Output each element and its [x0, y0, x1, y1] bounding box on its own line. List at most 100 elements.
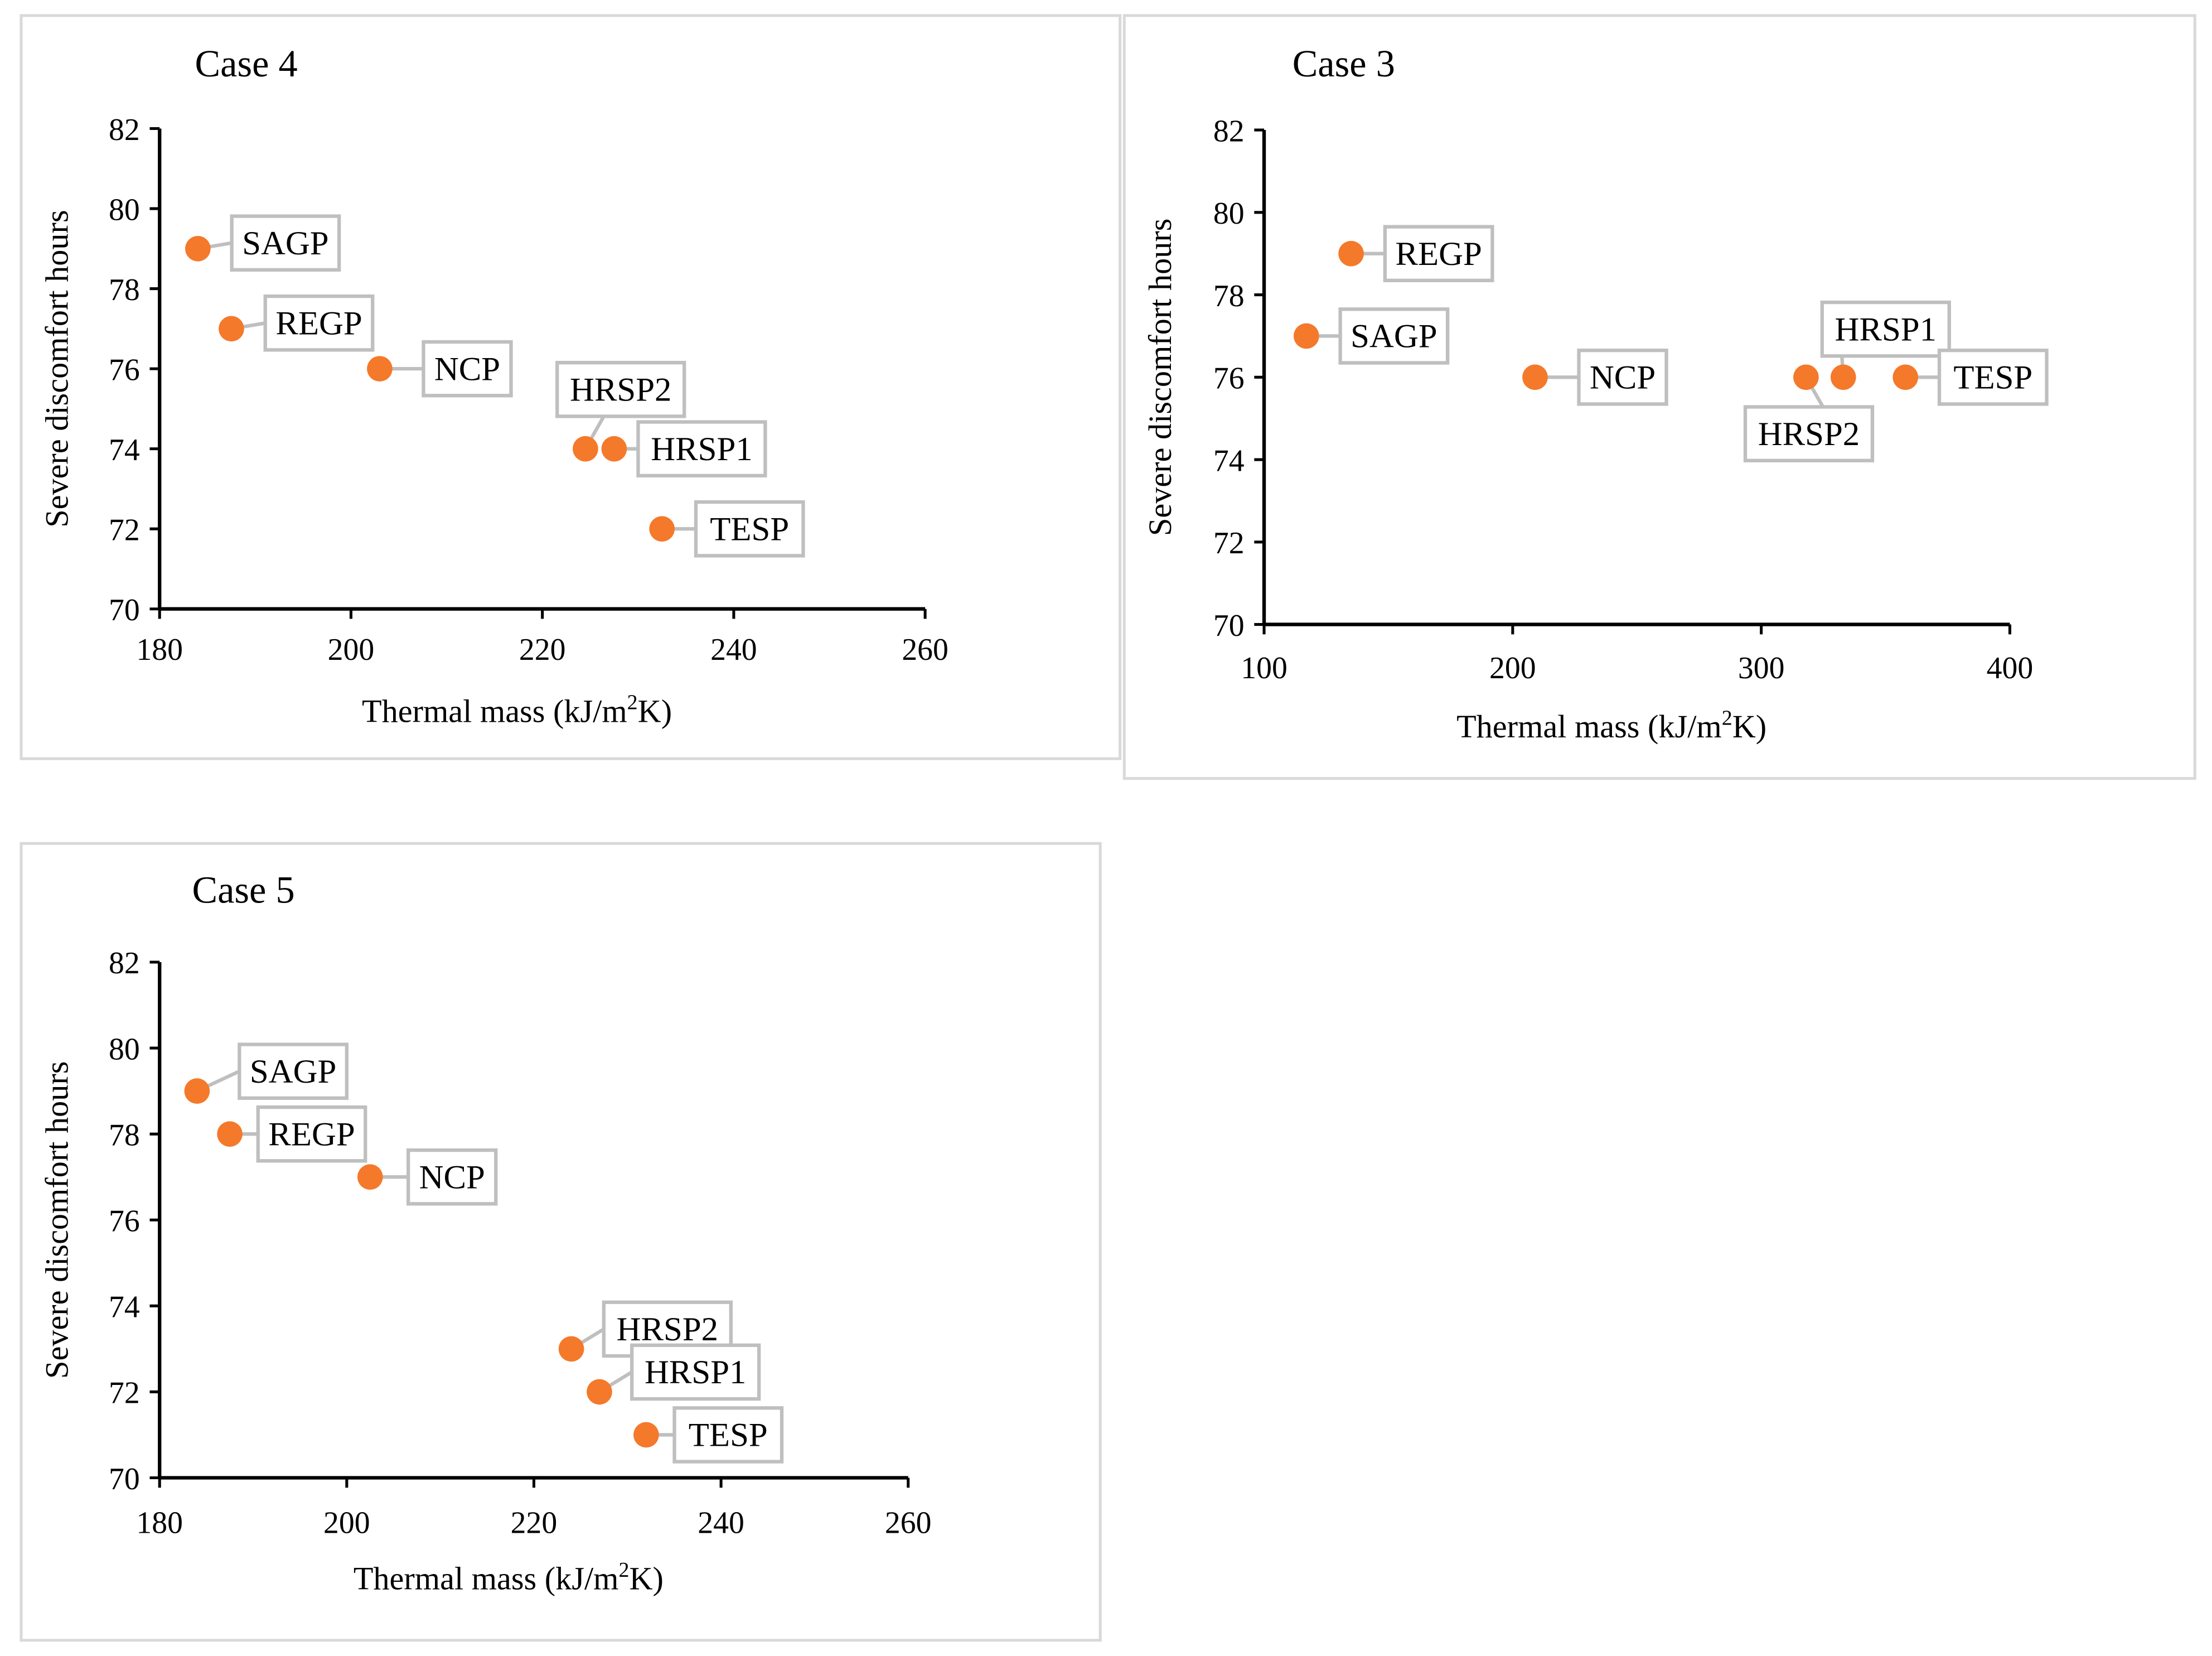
callout-box [636, 420, 767, 477]
y-tick-label: 76 [1213, 361, 1245, 396]
data-label: REGP [268, 1116, 355, 1153]
x-tick-label: 200 [1489, 651, 1536, 685]
chart-svg: Case 3 70 72 74 76 78 80 82 100 200 300 400 Thermal … [1142, 42, 2049, 745]
data-label: HRSP2 [1758, 416, 1860, 453]
scatter-point [558, 1336, 584, 1362]
chart-svg: Case 4 70 72 74 76 78 80 82 180 200 220 240 260 Therm… [39, 42, 948, 730]
callout-box [263, 294, 375, 352]
y-tick-label: 70 [1213, 609, 1245, 643]
scatter-point [219, 316, 244, 342]
x-axis-title-main: Thermal mass (kJ/m [354, 1561, 619, 1597]
x-axis-title-superscript: 2 [1722, 706, 1732, 730]
chart-svg: Case 5 70 72 74 76 78 80 82 180 200 220 240 260 Therm… [39, 869, 932, 1597]
y-tick-label: 74 [1213, 443, 1245, 478]
data-label: SAGP [1351, 318, 1437, 355]
scatter-point [1830, 364, 1856, 390]
y-tick-label: 72 [1213, 526, 1245, 561]
y-tick-label: 74 [109, 1290, 140, 1325]
data-label: NCP [419, 1158, 485, 1196]
chart-panel-case-3: Case 3 70 72 74 76 78 80 82 100 200 300 400 Thermal … [1122, 14, 2196, 780]
scatter-point [357, 1164, 383, 1190]
scatter-point [367, 356, 393, 382]
x-axis-title-main: Thermal mass (kJ/m [362, 693, 627, 729]
callout-box [230, 214, 341, 272]
callout-box [1937, 349, 2049, 406]
callout-box [694, 500, 805, 558]
x-tick-label: 240 [710, 633, 757, 667]
chart-title: Case 4 [195, 42, 298, 85]
scatter-point [1793, 364, 1819, 390]
data-label: REGP [1395, 235, 1482, 273]
y-tick-label: 80 [1213, 196, 1245, 231]
chart-panel-case-5: Case 5 70 72 74 76 78 80 82 180 200 220 240 260 Therm… [20, 842, 1102, 1642]
y-tick-label: 78 [109, 1118, 140, 1152]
data-label: HRSP2 [570, 371, 671, 409]
callout-box [238, 1042, 349, 1100]
scatter-point [184, 1078, 210, 1104]
callout-box [1743, 405, 1875, 462]
y-axis-title: Severe discomfort hours [39, 1061, 75, 1379]
x-tick-label: 200 [328, 633, 375, 667]
data-label: NCP [1590, 359, 1656, 397]
x-tick-label: 100 [1241, 651, 1287, 685]
data-label: SAGP [242, 225, 328, 262]
y-tick-label: 78 [109, 273, 140, 307]
x-axis-title-tail: K) [629, 1561, 663, 1597]
y-tick-label: 80 [109, 192, 140, 227]
callout-box [555, 360, 686, 418]
chart-title: Case 3 [1293, 42, 1395, 85]
x-tick-label: 260 [885, 1505, 932, 1540]
y-tick-label: 82 [109, 113, 140, 147]
chart-panel-case-4: Case 4 70 72 74 76 78 80 82 180 200 220 240 260 Therm… [20, 14, 1122, 760]
scatter-point [1522, 364, 1548, 390]
scatter-point [601, 436, 627, 462]
data-label: TESP [1953, 359, 2032, 397]
scatter-point [633, 1422, 659, 1448]
scatter-point [1892, 364, 1919, 390]
chart-title: Case 5 [192, 869, 294, 911]
data-label: HRSP1 [1835, 311, 1937, 348]
scatter-point [217, 1121, 243, 1147]
y-tick-label: 82 [109, 946, 140, 981]
callout-box [1383, 225, 1494, 282]
x-tick-label: 260 [902, 633, 948, 667]
callout-box [630, 1343, 761, 1401]
callout-box [406, 1148, 498, 1206]
y-tick-label: 80 [109, 1032, 140, 1066]
x-axis-title-tail: K) [1732, 708, 1766, 745]
callout-box [422, 340, 513, 398]
y-tick-label: 72 [109, 513, 140, 547]
x-tick-label: 300 [1738, 651, 1785, 685]
data-label: TESP [689, 1417, 768, 1454]
y-tick-label: 78 [1213, 279, 1245, 313]
scatter-point [587, 1379, 612, 1405]
callout-box [1820, 300, 1951, 358]
callout-box [672, 1406, 784, 1464]
x-tick-label: 200 [323, 1505, 370, 1540]
x-tick-label: 240 [698, 1505, 744, 1540]
data-label: HRSP1 [651, 431, 752, 468]
x-tick-label: 180 [136, 1505, 183, 1540]
y-tick-label: 82 [1213, 114, 1245, 148]
scatter-point [573, 436, 598, 462]
y-tick-label: 76 [109, 1204, 140, 1239]
data-label: NCP [434, 350, 500, 388]
x-axis-title: Thermal mass (kJ/m2K) [362, 691, 672, 730]
data-label: REGP [275, 305, 362, 342]
data-label: TESP [710, 510, 789, 548]
scatter-point [185, 236, 211, 262]
callout-box [1577, 349, 1668, 406]
x-tick-label: 400 [1987, 651, 2034, 685]
x-axis-title-main: Thermal mass (kJ/m [1456, 708, 1722, 745]
x-axis-title-superscript: 2 [618, 1558, 629, 1582]
x-axis-title: Thermal mass (kJ/m2K) [1456, 706, 1766, 745]
y-tick-label: 70 [109, 593, 140, 627]
scatter-point [649, 516, 675, 542]
x-tick-label: 180 [136, 633, 183, 667]
x-tick-label: 220 [511, 1505, 558, 1540]
y-tick-label: 70 [109, 1462, 140, 1496]
y-axis-title: Severe discomfort hours [39, 210, 75, 527]
x-axis-title: Thermal mass (kJ/m2K) [354, 1558, 664, 1597]
scatter-point [1294, 323, 1319, 349]
x-axis-title-superscript: 2 [627, 691, 638, 714]
